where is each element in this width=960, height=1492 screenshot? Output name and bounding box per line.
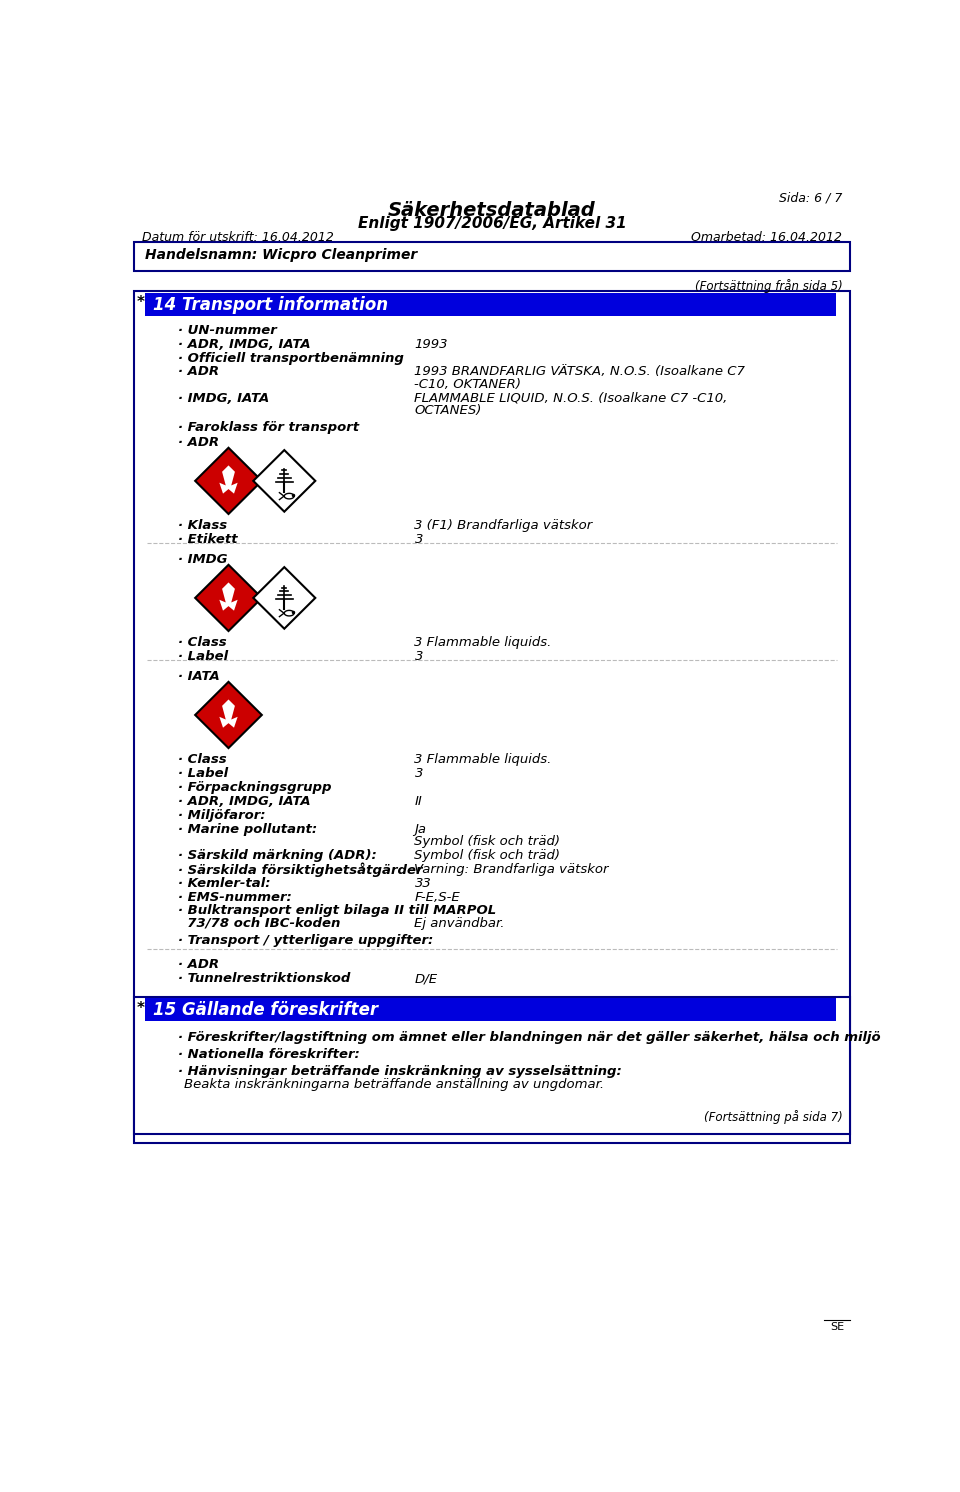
Text: 3 Flammable liquids.: 3 Flammable liquids. [415,753,552,767]
Text: · Miljöfaror:: · Miljöfaror: [179,809,266,822]
Text: · Förpackningsgrupp: · Förpackningsgrupp [179,782,331,794]
Text: · Class: · Class [179,637,227,649]
Text: Säkerhetsdatablad: Säkerhetsdatablad [388,200,596,219]
Text: 1993 BRANDFARLIG VÄTSKA, N.O.S. (Isoalkane C7: 1993 BRANDFARLIG VÄTSKA, N.O.S. (Isoalka… [415,366,745,379]
Text: 3 Flammable liquids.: 3 Flammable liquids. [415,637,552,649]
Text: · Klass: · Klass [179,519,228,533]
Text: · Marine pollutant:: · Marine pollutant: [179,822,317,836]
FancyBboxPatch shape [145,998,836,1022]
Text: · Faroklass för transport: · Faroklass för transport [179,421,359,434]
Polygon shape [219,466,238,494]
Text: · IMDG, IATA: · IMDG, IATA [179,391,270,404]
Polygon shape [253,451,315,512]
Text: · ADR: · ADR [179,366,219,379]
Text: · Label: · Label [179,651,228,664]
Polygon shape [195,448,262,513]
Text: Ja: Ja [415,822,426,836]
Text: · IATA: · IATA [179,670,220,683]
Text: Sida: 6 / 7: Sida: 6 / 7 [779,191,842,204]
Text: 1993: 1993 [415,337,448,351]
Text: · Kemler-tal:: · Kemler-tal: [179,877,271,889]
Polygon shape [253,567,315,628]
Polygon shape [195,565,262,631]
Text: · Bulktransport enligt bilaga II till MARPOL: · Bulktransport enligt bilaga II till MA… [179,904,496,918]
Text: Omarbetad: 16.04.2012: Omarbetad: 16.04.2012 [691,231,842,245]
Text: 3: 3 [415,767,422,780]
Text: 15 Gällande föreskrifter: 15 Gällande föreskrifter [153,1001,377,1019]
Text: Datum för utskrift: 16.04.2012: Datum för utskrift: 16.04.2012 [142,231,333,245]
Text: · Etikett: · Etikett [179,533,238,546]
Text: Enligt 1907/2006/EG, Artikel 31: Enligt 1907/2006/EG, Artikel 31 [358,216,626,231]
Text: II: II [415,795,422,809]
FancyBboxPatch shape [145,292,836,316]
Text: OCTANES): OCTANES) [415,404,482,416]
Text: 3 (F1) Brandfarliga vätskor: 3 (F1) Brandfarliga vätskor [415,519,592,533]
Text: Handelsnamn: Wicpro Cleanprimer: Handelsnamn: Wicpro Cleanprimer [145,248,417,263]
Text: Symbol (fisk och träd): Symbol (fisk och träd) [415,849,561,862]
Text: · IMDG: · IMDG [179,554,228,567]
FancyBboxPatch shape [134,291,850,1143]
Text: · Label: · Label [179,767,228,780]
Text: *: * [137,295,145,310]
Text: · ADR, IMDG, IATA: · ADR, IMDG, IATA [179,337,311,351]
Text: D/E: D/E [415,973,438,985]
Text: · ADR: · ADR [179,436,219,449]
Text: Varning: Brandfarliga vätskor: Varning: Brandfarliga vätskor [415,862,609,876]
Text: Ej användbar.: Ej användbar. [415,916,505,930]
Text: 73/78 och IBC-koden: 73/78 och IBC-koden [179,916,341,930]
Text: · Hänvisningar beträffande inskränkning av sysselsättning:: · Hänvisningar beträffande inskränkning … [179,1064,622,1077]
Text: · ADR, IMDG, IATA: · ADR, IMDG, IATA [179,795,311,809]
Text: F-E,S-E: F-E,S-E [415,891,460,904]
Text: · Särskilda försiktighetsåtgärder: · Särskilda försiktighetsåtgärder [179,862,422,877]
Text: · Transport / ytterligare uppgifter:: · Transport / ytterligare uppgifter: [179,934,433,946]
Text: *: * [137,1001,145,1016]
Text: SE: SE [829,1322,844,1332]
Text: · EMS-nummer:: · EMS-nummer: [179,891,292,904]
FancyBboxPatch shape [134,997,850,1134]
Text: · Nationella föreskrifter:: · Nationella föreskrifter: [179,1047,360,1061]
Text: 14 Transport information: 14 Transport information [153,295,388,315]
Text: Symbol (fisk och träd): Symbol (fisk och träd) [415,836,561,847]
Text: FLAMMABLE LIQUID, N.O.S. (Isoalkane C7 -C10,: FLAMMABLE LIQUID, N.O.S. (Isoalkane C7 -… [415,391,728,404]
Text: (Fortsättning på sida 7): (Fortsättning på sida 7) [704,1110,842,1123]
Text: · Särskild märkning (ADR):: · Särskild märkning (ADR): [179,849,377,862]
Polygon shape [195,682,262,747]
Text: 3: 3 [415,651,422,664]
FancyBboxPatch shape [134,242,850,272]
Text: Beakta inskränkningarna beträffande anställning av ungdomar.: Beakta inskränkningarna beträffande anst… [184,1077,605,1091]
Text: · Föreskrifter/lagstiftning om ämnet eller blandningen när det gäller säkerhet, : · Föreskrifter/lagstiftning om ämnet ell… [179,1031,880,1044]
Text: -C10, OKTANER): -C10, OKTANER) [415,377,521,391]
Text: · Tunnelrestriktionskod: · Tunnelrestriktionskod [179,973,350,985]
Text: 3: 3 [415,533,422,546]
Polygon shape [219,582,238,610]
Polygon shape [219,700,238,728]
Text: (Fortsättning från sida 5): (Fortsättning från sida 5) [694,279,842,292]
Text: · Class: · Class [179,753,227,767]
Text: · ADR: · ADR [179,958,219,971]
Text: 33: 33 [415,877,431,889]
Text: · Officiell transportbenämning: · Officiell transportbenämning [179,352,404,364]
Text: · UN-nummer: · UN-nummer [179,324,276,337]
